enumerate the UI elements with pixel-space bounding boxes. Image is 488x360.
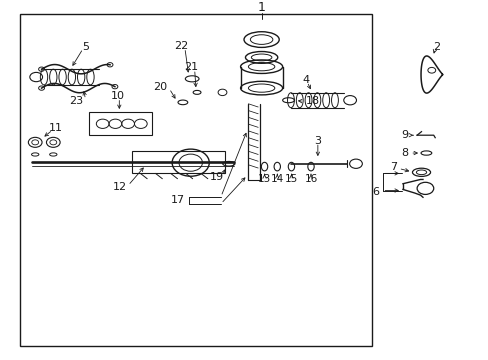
- Bar: [89, 112, 151, 135]
- Text: 23: 23: [69, 96, 82, 106]
- Bar: [132, 151, 224, 174]
- Text: 7: 7: [389, 162, 396, 172]
- Text: 15: 15: [284, 174, 298, 184]
- Text: 3: 3: [314, 136, 321, 145]
- Text: 20: 20: [153, 82, 167, 92]
- Text: 14: 14: [270, 174, 284, 184]
- Text: 11: 11: [49, 123, 63, 133]
- Text: 9: 9: [401, 130, 408, 140]
- Bar: [20, 14, 371, 346]
- Text: 18: 18: [305, 96, 319, 106]
- Text: 21: 21: [183, 62, 197, 72]
- Text: 2: 2: [432, 42, 439, 52]
- Text: 13: 13: [257, 174, 271, 184]
- Text: 6: 6: [372, 187, 379, 197]
- Text: 4: 4: [302, 75, 308, 85]
- Text: 22: 22: [173, 41, 188, 51]
- Text: 17: 17: [170, 195, 184, 205]
- Text: 12: 12: [113, 182, 126, 192]
- Text: 10: 10: [110, 91, 124, 101]
- Text: 5: 5: [82, 42, 89, 52]
- Text: 16: 16: [304, 174, 317, 184]
- Text: 19: 19: [209, 172, 223, 181]
- Text: 1: 1: [257, 1, 265, 14]
- Text: 8: 8: [401, 148, 408, 158]
